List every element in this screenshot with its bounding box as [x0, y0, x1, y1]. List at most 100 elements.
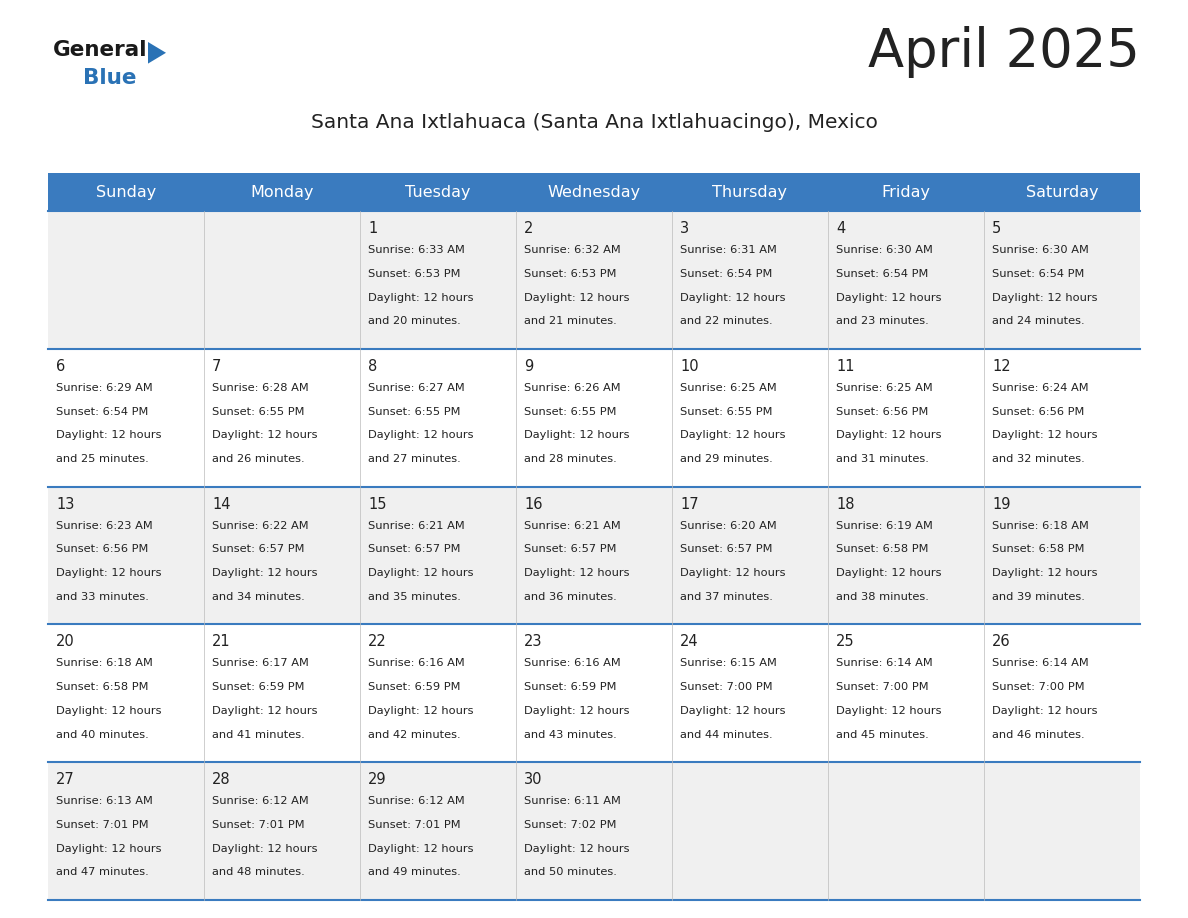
- Text: Sunset: 7:00 PM: Sunset: 7:00 PM: [992, 682, 1085, 692]
- Text: 12: 12: [992, 359, 1011, 374]
- Bar: [48, 173, 1140, 211]
- Text: Daylight: 12 hours: Daylight: 12 hours: [524, 844, 630, 854]
- Text: Sunset: 6:59 PM: Sunset: 6:59 PM: [211, 682, 304, 692]
- Bar: [48, 762, 1140, 900]
- Text: Daylight: 12 hours: Daylight: 12 hours: [992, 293, 1098, 303]
- Text: Sunrise: 6:15 AM: Sunrise: 6:15 AM: [680, 658, 777, 668]
- Text: 28: 28: [211, 772, 230, 788]
- Text: and 42 minutes.: and 42 minutes.: [368, 730, 461, 740]
- Text: Daylight: 12 hours: Daylight: 12 hours: [368, 706, 474, 716]
- Text: Sunset: 6:53 PM: Sunset: 6:53 PM: [524, 269, 617, 279]
- Text: Sunset: 7:01 PM: Sunset: 7:01 PM: [368, 820, 461, 830]
- Text: Sunrise: 6:17 AM: Sunrise: 6:17 AM: [211, 658, 309, 668]
- Text: 17: 17: [680, 497, 699, 511]
- Text: Santa Ana Ixtlahuaca (Santa Ana Ixtlahuacingo), Mexico: Santa Ana Ixtlahuaca (Santa Ana Ixtlahua…: [310, 113, 878, 132]
- Text: and 29 minutes.: and 29 minutes.: [680, 454, 772, 465]
- Text: Daylight: 12 hours: Daylight: 12 hours: [992, 431, 1098, 441]
- Text: 1: 1: [368, 221, 378, 236]
- Text: 26: 26: [992, 634, 1011, 649]
- Text: Sunrise: 6:19 AM: Sunrise: 6:19 AM: [836, 521, 933, 531]
- Text: Sunset: 6:55 PM: Sunset: 6:55 PM: [368, 407, 461, 417]
- Text: Sunrise: 6:16 AM: Sunrise: 6:16 AM: [524, 658, 621, 668]
- Text: and 32 minutes.: and 32 minutes.: [992, 454, 1085, 465]
- Text: Daylight: 12 hours: Daylight: 12 hours: [836, 293, 942, 303]
- Text: and 33 minutes.: and 33 minutes.: [56, 592, 148, 602]
- Text: and 36 minutes.: and 36 minutes.: [524, 592, 617, 602]
- Text: 13: 13: [56, 497, 75, 511]
- Text: 4: 4: [836, 221, 845, 236]
- Text: Sunset: 6:54 PM: Sunset: 6:54 PM: [836, 269, 928, 279]
- Text: Sunrise: 6:12 AM: Sunrise: 6:12 AM: [368, 796, 465, 806]
- Bar: [48, 487, 1140, 624]
- Text: Sunrise: 6:27 AM: Sunrise: 6:27 AM: [368, 383, 465, 393]
- Polygon shape: [148, 42, 166, 63]
- Text: Daylight: 12 hours: Daylight: 12 hours: [368, 293, 474, 303]
- Text: Sunrise: 6:32 AM: Sunrise: 6:32 AM: [524, 245, 621, 255]
- Text: and 24 minutes.: and 24 minutes.: [992, 317, 1085, 326]
- Text: and 47 minutes.: and 47 minutes.: [56, 868, 148, 878]
- Text: and 22 minutes.: and 22 minutes.: [680, 317, 772, 326]
- Text: Sunrise: 6:18 AM: Sunrise: 6:18 AM: [992, 521, 1089, 531]
- Text: Sunset: 7:01 PM: Sunset: 7:01 PM: [56, 820, 148, 830]
- Text: Sunrise: 6:31 AM: Sunrise: 6:31 AM: [680, 245, 777, 255]
- Text: and 41 minutes.: and 41 minutes.: [211, 730, 305, 740]
- Text: 18: 18: [836, 497, 854, 511]
- Text: 29: 29: [368, 772, 386, 788]
- Text: Daylight: 12 hours: Daylight: 12 hours: [368, 844, 474, 854]
- Text: Daylight: 12 hours: Daylight: 12 hours: [524, 431, 630, 441]
- Text: Daylight: 12 hours: Daylight: 12 hours: [368, 568, 474, 578]
- Text: Daylight: 12 hours: Daylight: 12 hours: [680, 706, 785, 716]
- Text: Sunrise: 6:26 AM: Sunrise: 6:26 AM: [524, 383, 620, 393]
- Text: Sunrise: 6:14 AM: Sunrise: 6:14 AM: [836, 658, 933, 668]
- Text: Sunday: Sunday: [96, 185, 156, 199]
- Text: Tuesday: Tuesday: [405, 185, 470, 199]
- Text: Sunset: 6:56 PM: Sunset: 6:56 PM: [836, 407, 928, 417]
- Text: 22: 22: [368, 634, 387, 649]
- Text: and 39 minutes.: and 39 minutes.: [992, 592, 1085, 602]
- Text: Daylight: 12 hours: Daylight: 12 hours: [211, 431, 317, 441]
- Text: Sunset: 6:54 PM: Sunset: 6:54 PM: [992, 269, 1085, 279]
- Text: Sunrise: 6:18 AM: Sunrise: 6:18 AM: [56, 658, 153, 668]
- Text: Sunrise: 6:12 AM: Sunrise: 6:12 AM: [211, 796, 309, 806]
- Text: Blue: Blue: [83, 68, 137, 88]
- Text: 8: 8: [368, 359, 378, 374]
- Text: Daylight: 12 hours: Daylight: 12 hours: [524, 568, 630, 578]
- Bar: [48, 349, 1140, 487]
- Text: Sunrise: 6:21 AM: Sunrise: 6:21 AM: [524, 521, 621, 531]
- Text: Daylight: 12 hours: Daylight: 12 hours: [836, 568, 942, 578]
- Text: Daylight: 12 hours: Daylight: 12 hours: [56, 431, 162, 441]
- Text: 16: 16: [524, 497, 543, 511]
- Text: 9: 9: [524, 359, 533, 374]
- Text: Sunset: 6:59 PM: Sunset: 6:59 PM: [524, 682, 617, 692]
- Text: and 25 minutes.: and 25 minutes.: [56, 454, 148, 465]
- Text: Sunset: 6:56 PM: Sunset: 6:56 PM: [56, 544, 148, 554]
- Text: Sunset: 6:57 PM: Sunset: 6:57 PM: [368, 544, 461, 554]
- Text: Friday: Friday: [881, 185, 930, 199]
- Text: Sunset: 6:58 PM: Sunset: 6:58 PM: [836, 544, 929, 554]
- Text: 25: 25: [836, 634, 854, 649]
- Text: and 44 minutes.: and 44 minutes.: [680, 730, 772, 740]
- Text: Sunrise: 6:22 AM: Sunrise: 6:22 AM: [211, 521, 309, 531]
- Text: 2: 2: [524, 221, 533, 236]
- Text: Sunset: 6:55 PM: Sunset: 6:55 PM: [524, 407, 617, 417]
- Text: Sunrise: 6:30 AM: Sunrise: 6:30 AM: [836, 245, 933, 255]
- Text: Sunset: 7:02 PM: Sunset: 7:02 PM: [524, 820, 617, 830]
- Text: Sunrise: 6:33 AM: Sunrise: 6:33 AM: [368, 245, 465, 255]
- Text: 14: 14: [211, 497, 230, 511]
- Text: and 20 minutes.: and 20 minutes.: [368, 317, 461, 326]
- Text: Thursday: Thursday: [713, 185, 788, 199]
- Bar: [48, 211, 1140, 349]
- Text: Sunset: 6:55 PM: Sunset: 6:55 PM: [211, 407, 304, 417]
- Text: and 35 minutes.: and 35 minutes.: [368, 592, 461, 602]
- Text: Sunset: 7:01 PM: Sunset: 7:01 PM: [211, 820, 304, 830]
- Text: and 50 minutes.: and 50 minutes.: [524, 868, 617, 878]
- Text: and 26 minutes.: and 26 minutes.: [211, 454, 304, 465]
- Text: Sunrise: 6:23 AM: Sunrise: 6:23 AM: [56, 521, 153, 531]
- Text: and 48 minutes.: and 48 minutes.: [211, 868, 305, 878]
- Text: Daylight: 12 hours: Daylight: 12 hours: [56, 706, 162, 716]
- Text: Daylight: 12 hours: Daylight: 12 hours: [368, 431, 474, 441]
- Text: 30: 30: [524, 772, 543, 788]
- Text: Daylight: 12 hours: Daylight: 12 hours: [680, 568, 785, 578]
- Text: Sunset: 6:54 PM: Sunset: 6:54 PM: [56, 407, 148, 417]
- Text: Monday: Monday: [251, 185, 314, 199]
